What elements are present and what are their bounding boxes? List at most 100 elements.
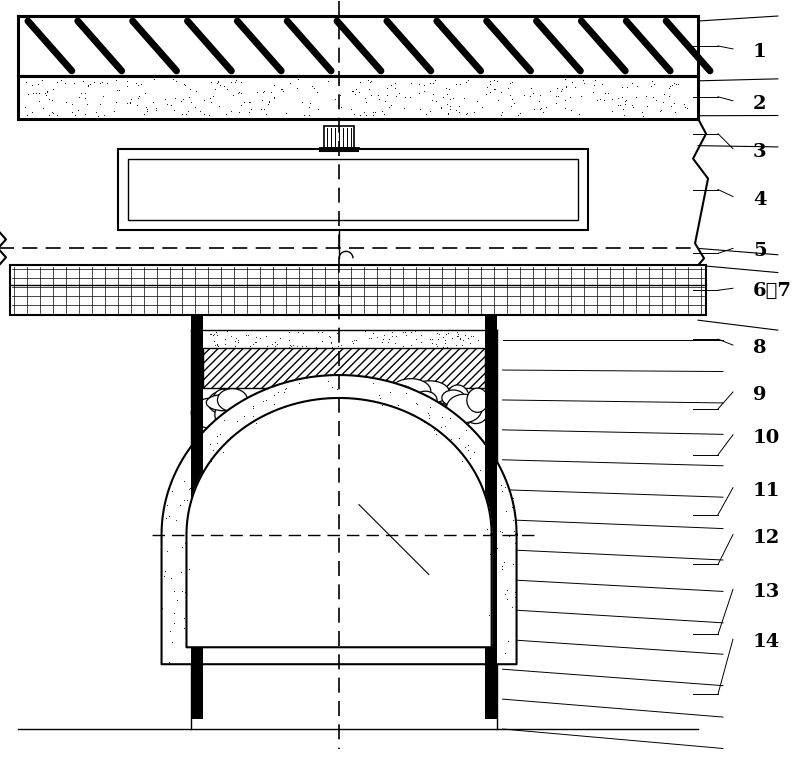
Ellipse shape [330, 382, 361, 403]
Point [90, 106, 102, 118]
Ellipse shape [310, 391, 334, 423]
Point [612, 99, 625, 111]
Point [491, 94, 504, 106]
Point [666, 79, 678, 91]
Point [124, 97, 137, 109]
Point [219, 337, 232, 350]
Point [266, 337, 278, 350]
Point [501, 584, 514, 596]
Ellipse shape [448, 403, 467, 423]
Point [146, 96, 159, 108]
Point [665, 100, 678, 112]
Point [346, 84, 358, 97]
Point [437, 341, 450, 353]
Point [461, 107, 474, 120]
Point [354, 109, 366, 121]
Point [96, 90, 109, 102]
Point [110, 84, 123, 96]
Point [456, 339, 469, 351]
Point [384, 99, 397, 111]
Ellipse shape [206, 394, 242, 411]
Point [615, 81, 628, 94]
Ellipse shape [414, 391, 437, 409]
Point [645, 75, 658, 87]
Point [255, 94, 268, 106]
Point [174, 565, 187, 578]
Point [670, 78, 682, 91]
Point [389, 337, 402, 349]
Point [156, 602, 169, 614]
Point [423, 333, 436, 345]
Point [178, 77, 191, 90]
Point [192, 442, 205, 454]
Point [534, 89, 546, 101]
Bar [485, 315, 497, 719]
Point [233, 86, 246, 98]
Point [280, 107, 293, 119]
Ellipse shape [436, 400, 473, 428]
Point [452, 100, 465, 113]
Point [438, 420, 451, 432]
Point [254, 331, 266, 344]
Point [298, 108, 310, 120]
Ellipse shape [358, 401, 390, 416]
Point [496, 106, 509, 118]
Point [243, 96, 256, 108]
Ellipse shape [467, 388, 488, 413]
Ellipse shape [402, 402, 422, 432]
Point [508, 585, 521, 597]
Point [452, 432, 465, 444]
Point [426, 334, 438, 346]
Point [367, 377, 380, 390]
Point [132, 91, 145, 104]
Point [78, 108, 91, 120]
Point [598, 94, 610, 107]
Point [33, 95, 46, 107]
Point [487, 517, 500, 529]
Ellipse shape [191, 398, 230, 428]
Point [483, 608, 496, 621]
Text: 9: 9 [753, 386, 766, 404]
Point [361, 74, 374, 86]
Point [234, 76, 247, 88]
Point [397, 326, 410, 338]
Point [598, 87, 611, 99]
Point [205, 328, 218, 340]
Point [204, 75, 217, 87]
Point [94, 77, 106, 89]
Point [164, 624, 177, 637]
Point [230, 397, 243, 410]
Point [312, 326, 325, 338]
Point [275, 83, 288, 95]
Point [386, 326, 398, 338]
Point [667, 77, 680, 89]
Point [46, 107, 59, 120]
Point [182, 104, 195, 117]
Point [162, 482, 174, 494]
Point [220, 325, 233, 337]
Point [503, 89, 516, 101]
Point [113, 84, 126, 97]
Point [489, 83, 502, 95]
Point [554, 85, 567, 97]
Point [216, 446, 229, 458]
Ellipse shape [290, 382, 317, 401]
Point [204, 455, 217, 467]
Point [190, 85, 202, 97]
Point [418, 416, 430, 428]
Point [454, 77, 466, 90]
Point [350, 334, 362, 346]
Point [368, 106, 381, 118]
Point [681, 102, 694, 114]
Ellipse shape [330, 397, 373, 421]
Point [229, 76, 242, 88]
Point [442, 108, 454, 120]
Point [418, 79, 430, 91]
Ellipse shape [446, 385, 470, 415]
Point [274, 332, 286, 344]
Point [347, 107, 360, 120]
Point [441, 97, 454, 110]
Point [540, 101, 553, 114]
Point [498, 555, 510, 568]
Ellipse shape [442, 390, 465, 406]
